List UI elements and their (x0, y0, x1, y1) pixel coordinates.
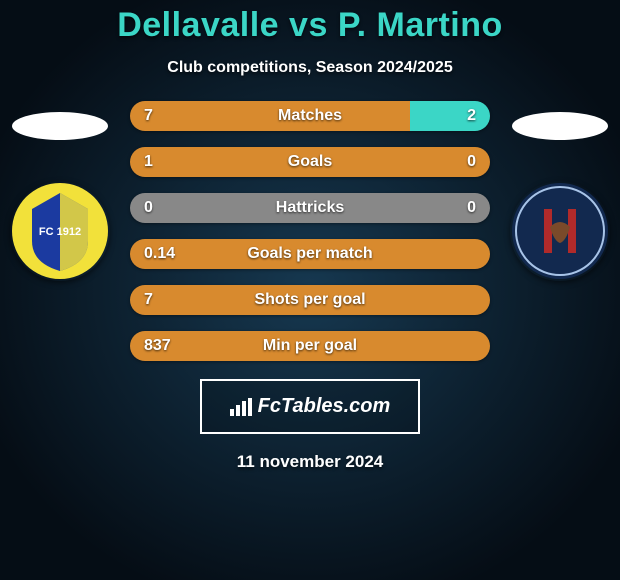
bar-left-segment (130, 101, 410, 131)
stat-bar: Hattricks 0 0 (130, 193, 490, 223)
bar-value-left: 0.14 (144, 245, 175, 263)
stat-bar: Goals 1 0 (130, 147, 490, 177)
brand-box: FcTables.com (200, 379, 421, 434)
bar-value-left: 1 (144, 153, 153, 171)
stat-bar: Shots per goal 7 (130, 285, 490, 315)
left-player-column: FC 1912 (0, 101, 120, 281)
left-badge-text: FC 1912 (39, 226, 81, 238)
right-badge-stripe3 (568, 209, 576, 253)
bar-value-right: 0 (467, 199, 476, 217)
subtitle: Club competitions, Season 2024/2025 (167, 59, 452, 77)
stat-bar: Goals per match 0.14 (130, 239, 490, 269)
title-vs: vs (289, 6, 328, 44)
title-left-name: Dellavalle (117, 6, 279, 44)
bar-label: Goals (288, 153, 332, 171)
bar-value-right: 0 (467, 153, 476, 171)
right-player-column (500, 101, 620, 281)
left-club-badge: FC 1912 (10, 181, 110, 281)
bar-right-segment (410, 101, 490, 131)
bar-value-left: 0 (144, 199, 153, 217)
bar-value-right: 2 (467, 107, 476, 125)
bar-value-left: 7 (144, 291, 153, 309)
right-club-badge (510, 181, 610, 281)
left-club-badge-svg: FC 1912 (10, 181, 110, 281)
right-badge-stripe1 (544, 209, 552, 253)
title-right-name: P. Martino (338, 6, 503, 44)
bar-value-left: 837 (144, 337, 171, 355)
bar-value-left: 7 (144, 107, 153, 125)
bar-label: Goals per match (247, 245, 372, 263)
bar-label: Matches (278, 107, 342, 125)
stat-bar: Min per goal 837 (130, 331, 490, 361)
bars-icon (230, 398, 252, 416)
bar-label: Hattricks (276, 199, 344, 217)
stat-bar: Matches 7 2 (130, 101, 490, 131)
bar-label: Min per goal (263, 337, 357, 355)
brand-text: FcTables.com (258, 395, 391, 418)
bar-label: Shots per goal (254, 291, 365, 309)
content-root: Dellavalle vs P. Martino Club competitio… (0, 0, 620, 580)
comparison-row: FC 1912 Matches72Goals10Hattricks00Goals… (0, 101, 620, 361)
player-silhouette-icon (10, 101, 110, 151)
right-club-badge-svg (510, 181, 610, 281)
page-title: Dellavalle vs P. Martino (117, 6, 503, 45)
footer-date: 11 november 2024 (237, 452, 383, 472)
stat-bars: Matches 7 2 Goals 1 0 Hattricks 0 0 Goals per mat… (120, 101, 500, 361)
player-silhouette-icon (510, 101, 610, 151)
